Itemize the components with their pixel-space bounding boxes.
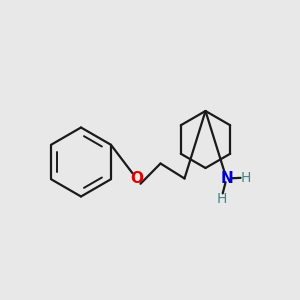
Text: H: H <box>216 192 226 206</box>
Text: O: O <box>130 171 143 186</box>
Text: H: H <box>241 171 251 184</box>
Text: N: N <box>220 171 233 186</box>
